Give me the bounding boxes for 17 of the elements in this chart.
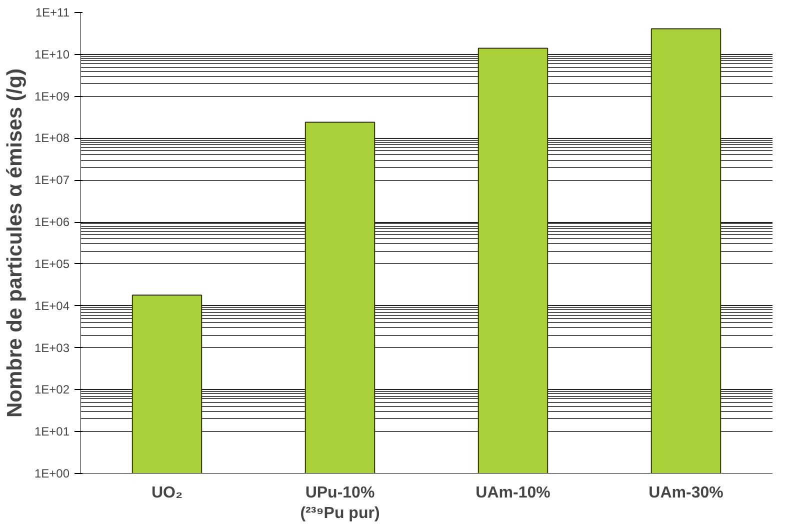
y-tick-label: 1E+11 (35, 6, 70, 20)
x-tick-label: UPu-10% (²³⁹Pu pur) (300, 484, 380, 522)
y-axis-title: Nombre de particules α émises (/g) (3, 68, 26, 418)
y-tick-label: 1E+06 (34, 215, 70, 230)
y-tick-label: 1E+07 (34, 173, 70, 188)
x-tick-label: UAm-30% (648, 484, 724, 502)
x-tick-label: UO₂ (151, 484, 183, 502)
y-tick-label: 1E+04 (34, 298, 70, 313)
y-tick-label: 1E+09 (34, 89, 70, 104)
y-tick-label: 1E+01 (34, 424, 70, 439)
y-tick-label: 1E+08 (34, 131, 70, 146)
y-tick-label: 1E+05 (34, 256, 70, 271)
y-tick-label: 1E+10 (34, 47, 70, 62)
y-tick-label: 1E+00 (34, 466, 70, 480)
x-tick-label: UAm-10% (476, 484, 550, 502)
y-tick-label: 1E+03 (34, 340, 70, 355)
y-tick-label: 1E+02 (34, 382, 70, 397)
